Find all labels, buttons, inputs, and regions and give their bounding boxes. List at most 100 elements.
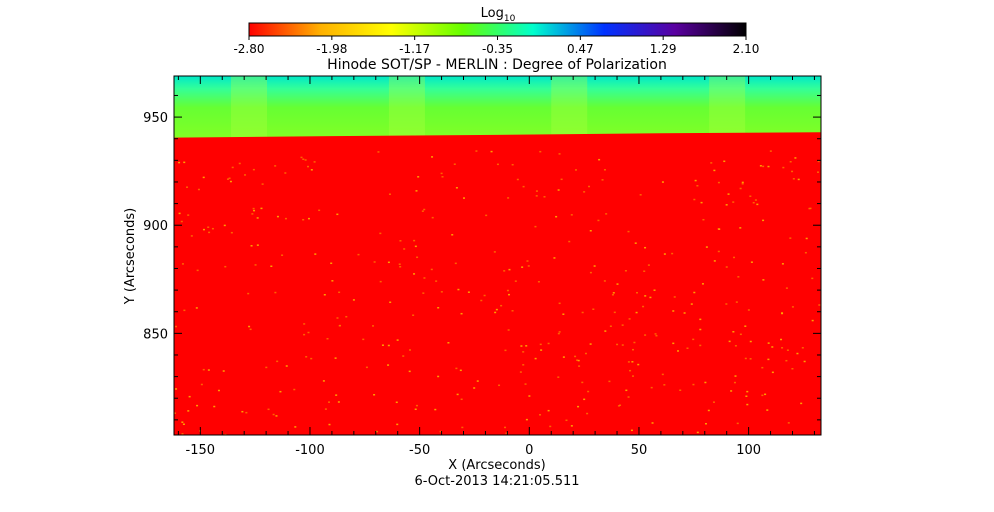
- colorbar-label-base: Log: [481, 6, 504, 21]
- disk-speckle: [671, 252, 674, 255]
- disk-speckle: [750, 261, 753, 263]
- disk-speckle: [230, 231, 233, 234]
- disk-speckle: [467, 291, 470, 293]
- disk-speckle: [643, 270, 646, 272]
- disk-speckle: [686, 347, 689, 349]
- disk-speckle: [690, 303, 693, 305]
- disk-speckle: [256, 217, 259, 219]
- disk-speckle: [764, 393, 767, 396]
- disk-speckle: [330, 262, 333, 265]
- disk-speckle: [251, 213, 254, 215]
- disk-speckle: [762, 165, 765, 168]
- disk-speckle: [335, 394, 338, 396]
- disk-speckle: [744, 357, 747, 360]
- disk-speckle: [746, 403, 749, 406]
- disk-speckle: [188, 395, 191, 398]
- disk-speckle: [387, 364, 390, 366]
- disk-speckle: [713, 169, 716, 172]
- disk-speckle: [434, 408, 437, 411]
- chart-title: Hinode SOT/SP - MERLIN : Degree of Polar…: [327, 57, 667, 73]
- disk-speckle: [735, 301, 738, 303]
- disk-speckle: [805, 237, 808, 240]
- disk-speckle: [422, 292, 425, 294]
- disk-speckle: [456, 393, 459, 396]
- disk-speckle: [796, 352, 799, 355]
- disk-speckle: [455, 367, 458, 370]
- disk-speckle: [739, 187, 742, 190]
- disk-speckle: [460, 312, 463, 315]
- disk-speckle: [749, 195, 752, 197]
- timestamp: 6-Oct-2013 14:21:05.511: [414, 474, 579, 489]
- disk-speckle: [609, 325, 612, 327]
- disk-speckle: [200, 383, 203, 386]
- disk-speckle: [781, 347, 784, 349]
- disk-speckle: [493, 251, 496, 253]
- disk-speckle: [522, 351, 525, 353]
- disk-speckle: [696, 431, 699, 434]
- disk-speckle: [694, 179, 697, 182]
- disk-speckle: [631, 375, 634, 377]
- disk-speckle: [413, 273, 416, 275]
- disk-speckle: [727, 193, 730, 195]
- disk-speckle: [653, 289, 656, 291]
- disk-speckle: [285, 365, 288, 367]
- disk-speckle: [644, 246, 647, 249]
- disk-speckle: [217, 389, 220, 392]
- disk-speckle: [629, 369, 632, 372]
- disk-speckle: [514, 280, 517, 282]
- disk-speckle: [178, 212, 181, 215]
- disk-speckle: [373, 394, 376, 396]
- disk-speckle: [663, 253, 666, 255]
- disk-speckle: [451, 234, 454, 236]
- disk-speckle: [252, 168, 255, 171]
- disk-speckle: [576, 359, 579, 361]
- disk-speckle: [455, 187, 458, 189]
- disk-speckle: [700, 201, 703, 204]
- disk-speckle: [508, 293, 511, 296]
- disk-speckle: [574, 355, 577, 358]
- disk-speckle: [302, 158, 305, 160]
- disk-speckle: [338, 291, 341, 294]
- disk-speckle: [730, 390, 733, 392]
- disk-speckle: [211, 227, 214, 230]
- disk-speckle: [771, 371, 774, 374]
- disk-speckle: [181, 433, 184, 435]
- disk-speckle: [494, 311, 497, 314]
- disk-speckle: [459, 369, 462, 372]
- disk-speckle: [261, 183, 264, 185]
- disk-speckle: [811, 277, 814, 280]
- disk-speckle: [415, 190, 418, 192]
- disk-speckle: [516, 178, 519, 181]
- disk-speckle: [197, 188, 200, 191]
- colorbar-tick-label: 2.10: [733, 42, 760, 56]
- colorbar-tick-label: -1.17: [399, 42, 430, 56]
- disk-speckle: [178, 161, 181, 164]
- disk-speckle: [584, 352, 587, 355]
- disk-speckle: [632, 348, 635, 351]
- disk-speckle: [539, 414, 542, 416]
- disk-speckle: [562, 356, 565, 358]
- disk-speckle: [522, 185, 525, 188]
- disk-speckle: [389, 301, 392, 304]
- disk-speckle: [414, 245, 417, 248]
- disk-speckle: [791, 306, 794, 308]
- disk-speckle: [508, 268, 511, 271]
- disk-speckle: [270, 265, 273, 268]
- y-tick-label: 900: [143, 219, 168, 234]
- disk-speckle: [495, 308, 498, 311]
- disk-speckle: [617, 405, 620, 407]
- disk-speckle: [462, 197, 465, 199]
- disk-speckle: [621, 324, 624, 326]
- disk-speckle: [756, 203, 759, 206]
- disk-speckle: [704, 381, 707, 384]
- disk-speckle: [816, 171, 819, 173]
- disk-speckle: [520, 345, 523, 347]
- disk-speckle: [399, 265, 402, 268]
- disk-speckle: [334, 357, 337, 359]
- disk-speckle: [339, 324, 342, 327]
- disk-speckle: [511, 163, 514, 166]
- disk-speckle: [521, 266, 524, 268]
- disk-speckle: [399, 240, 402, 242]
- disk-speckle: [762, 279, 765, 281]
- disk-speckle: [644, 295, 647, 297]
